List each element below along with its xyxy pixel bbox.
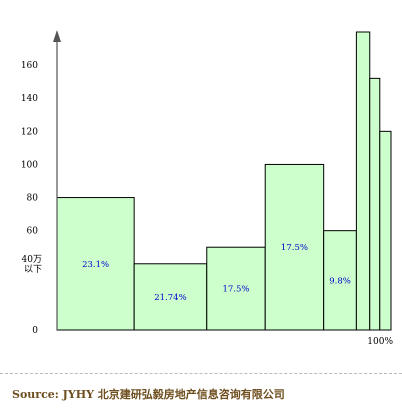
y-axis-arrow [53, 30, 61, 42]
y-tick-120: 120 [21, 127, 38, 137]
y-tick-low-1: 40万 [22, 255, 42, 265]
bar-6 [355, 31, 371, 331]
x-end-label: 100% [367, 337, 393, 347]
bar-5 [323, 230, 357, 331]
y-tick-160: 160 [21, 61, 38, 71]
bar-label-3: 17.5% [222, 285, 249, 295]
y-tick-60: 60 [27, 227, 39, 237]
source-note: Source: JYHY 北京建研弘毅房地产信息咨询有限公司 [12, 388, 285, 401]
bar-label-2: 21.74% [154, 293, 186, 303]
bar-7 [369, 77, 381, 331]
bar-4 [264, 163, 325, 331]
divider [0, 373, 402, 374]
y-tick-80: 80 [27, 194, 39, 204]
bar-label-5: 9.8% [329, 276, 351, 286]
data-labels: 23.1% 21.74% 17.5% 17.5% 9.8% [82, 243, 351, 303]
bar-1 [56, 197, 135, 331]
y-tick-0: 0 [32, 326, 38, 336]
y-tick-low-2: 以下 [24, 265, 42, 275]
y-tick-100: 100 [21, 160, 38, 170]
bar-label-4: 17.5% [281, 243, 308, 253]
bar-3 [206, 246, 266, 331]
y-axis [53, 30, 61, 330]
bars [56, 31, 392, 331]
y-tick-140: 140 [21, 94, 38, 104]
bar-8 [379, 130, 392, 331]
bar-label-1: 23.1% [82, 260, 109, 270]
